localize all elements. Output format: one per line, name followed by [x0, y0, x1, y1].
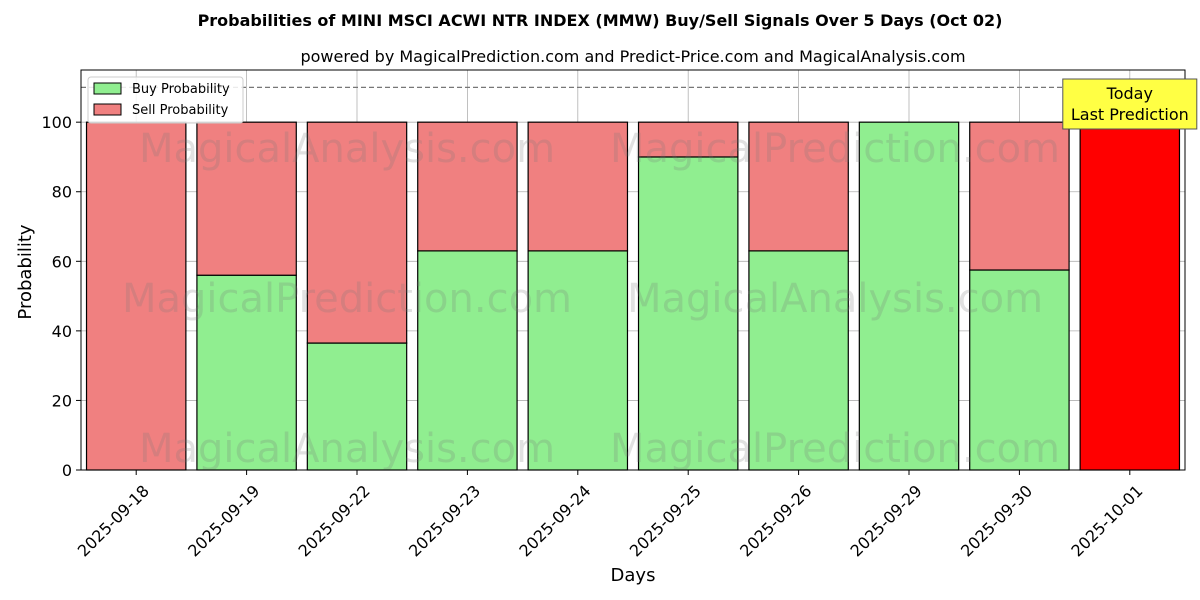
watermark-text: MagicalPrediction.com	[610, 426, 1060, 472]
plot-frame	[80, 69, 1186, 471]
sell-bar	[637, 121, 739, 158]
annotation-box	[1062, 78, 1198, 130]
x-tick-label: 2025-09-29	[847, 481, 926, 560]
sell-bar	[85, 121, 187, 471]
buy-bar	[417, 250, 518, 471]
x-axis: 2025-09-18 2025-09-19 2025-09-22 2025-09-23…	[74, 470, 1147, 560]
legend-label: Buy Probability	[132, 82, 230, 97]
y-tick-label: 60	[52, 252, 72, 271]
sell-bar	[306, 121, 408, 344]
y-tick-label: 0	[62, 461, 72, 480]
buy-bar	[637, 156, 739, 471]
sell-bar	[969, 121, 1070, 271]
sell-bar	[748, 121, 849, 252]
watermark-text: MagicalPrediction.com	[610, 126, 1060, 172]
y-axis-label: Probability	[15, 224, 36, 319]
sell-bar	[417, 121, 518, 252]
legend: Buy Probability Sell Probability	[87, 76, 244, 124]
watermark-text: MagicalPrediction.com	[122, 276, 572, 322]
watermark-text: MagicalAnalysis.com	[139, 426, 555, 472]
x-axis-label: Days	[611, 565, 656, 586]
legend-swatch	[93, 82, 122, 95]
buy-bar	[306, 342, 408, 471]
legend-box	[87, 76, 244, 124]
x-tick-label: 2025-10-01	[1067, 481, 1146, 560]
today-annotation: Today Last Prediction	[1062, 78, 1198, 130]
y-tick-label: 100	[41, 113, 72, 132]
x-tick-label: 2025-09-24	[515, 481, 594, 560]
annotation-line: Last Prediction	[1071, 105, 1189, 124]
bars	[85, 121, 1181, 471]
sell-bar	[196, 121, 297, 276]
x-tick-label: 2025-09-19	[184, 481, 263, 560]
x-tick-label: 2025-09-26	[736, 481, 815, 560]
y-tick-label: 40	[52, 322, 72, 341]
watermark-text: MagicalAnalysis.com	[139, 126, 555, 172]
chart-title: Probabilities of MINI MSCI ACWI NTR INDE…	[198, 11, 1003, 30]
legend-swatch	[93, 103, 122, 116]
watermark-text: MagicalAnalysis.com	[627, 276, 1043, 322]
x-tick-label: 2025-09-25	[626, 481, 705, 560]
x-tick-label: 2025-09-23	[405, 481, 484, 560]
y-tick-label: 80	[52, 183, 72, 202]
buy-bar	[748, 250, 849, 471]
sell-bar	[1079, 121, 1181, 471]
buy-bar	[858, 121, 960, 471]
x-tick-label: 2025-09-22	[295, 481, 374, 560]
buy-bar	[969, 269, 1070, 471]
annotation-line: Today	[1106, 84, 1153, 103]
chart-subtitle: powered by MagicalPrediction.com and Pre…	[300, 47, 965, 66]
x-tick-label: 2025-09-18	[74, 481, 153, 560]
y-tick-label: 20	[52, 391, 72, 410]
legend-label: Sell Probability	[132, 103, 229, 118]
y-axis: 0 20 40 60 80 100	[41, 113, 81, 480]
sell-bar	[527, 121, 629, 252]
x-tick-label: 2025-09-30	[957, 481, 1036, 560]
watermarks: MagicalAnalysis.com MagicalPrediction.com…	[122, 126, 1060, 472]
